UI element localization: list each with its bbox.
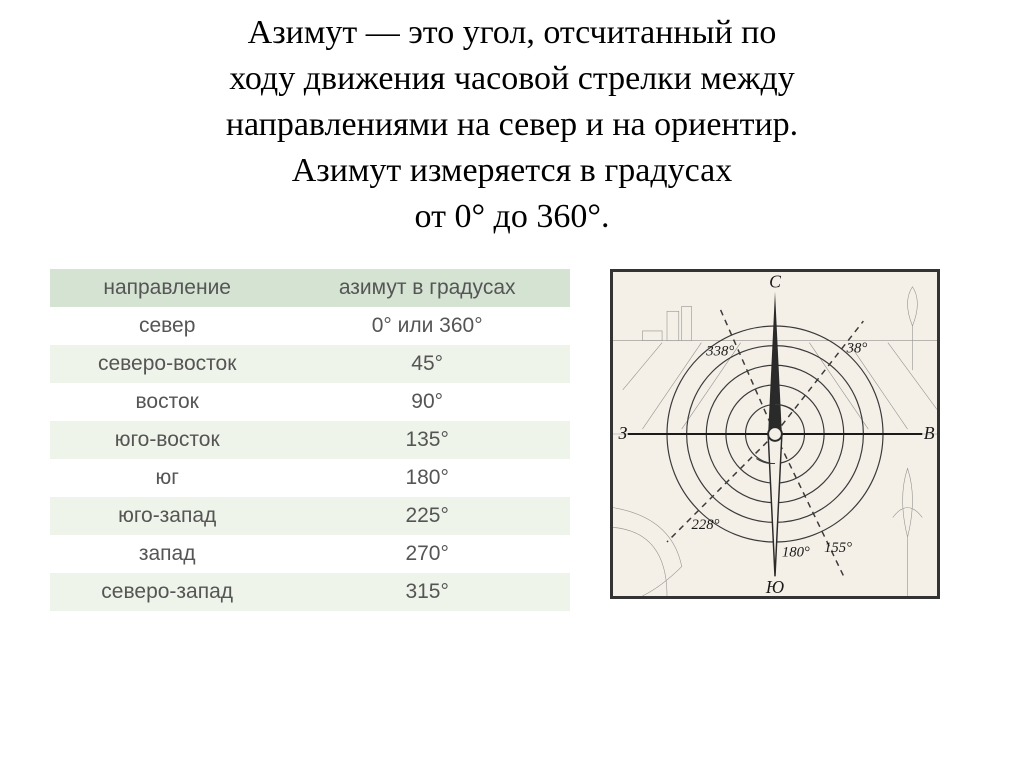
cell-degrees: 90° bbox=[284, 383, 570, 421]
angle-label: 155° bbox=[824, 540, 852, 556]
title-block: Азимут — это угол, отсчитанный по ходу д… bbox=[30, 10, 994, 239]
header-direction: направление bbox=[50, 269, 284, 307]
azimuth-table: направление азимут в градусах север 0° и… bbox=[50, 269, 570, 611]
cardinal-n-label: С bbox=[769, 272, 781, 292]
table-row: северо-запад 315° bbox=[50, 573, 570, 611]
table-row: север 0° или 360° bbox=[50, 307, 570, 345]
table-row: юго-запад 225° bbox=[50, 497, 570, 535]
title-line: от 0° до 360°. bbox=[30, 194, 994, 240]
title-line: ходу движения часовой стрелки между bbox=[30, 56, 994, 102]
cell-direction: север bbox=[50, 307, 284, 345]
cell-direction: восток bbox=[50, 383, 284, 421]
cell-direction: юг bbox=[50, 459, 284, 497]
cell-direction: северо-восток bbox=[50, 345, 284, 383]
cardinal-s-label: Ю bbox=[765, 578, 784, 597]
cell-degrees: 270° bbox=[284, 535, 570, 573]
cell-degrees: 45° bbox=[284, 345, 570, 383]
table-header-row: направление азимут в градусах bbox=[50, 269, 570, 307]
table-row: запад 270° bbox=[50, 535, 570, 573]
angle-label: 338° bbox=[705, 344, 734, 360]
compass-illustration: С Ю В З 38° 155° 180° 228° 338° bbox=[610, 269, 940, 599]
table-row: юг 180° bbox=[50, 459, 570, 497]
title-line: направлениями на север и на ориентир. bbox=[30, 102, 994, 148]
table-row: юго-восток 135° bbox=[50, 421, 570, 459]
cell-degrees: 0° или 360° bbox=[284, 307, 570, 345]
title-line: Азимут — это угол, отсчитанный по bbox=[30, 10, 994, 56]
angle-label: 180° bbox=[782, 545, 810, 561]
cell-degrees: 135° bbox=[284, 421, 570, 459]
table-row: северо-восток 45° bbox=[50, 345, 570, 383]
angle-label: 228° bbox=[692, 518, 720, 534]
cell-degrees: 315° bbox=[284, 573, 570, 611]
cell-degrees: 180° bbox=[284, 459, 570, 497]
cell-direction: юго-восток bbox=[50, 421, 284, 459]
title-line: Азимут измеряется в градусах bbox=[30, 148, 994, 194]
header-degrees: азимут в градусах bbox=[284, 269, 570, 307]
table-row: восток 90° bbox=[50, 383, 570, 421]
cell-direction: запад bbox=[50, 535, 284, 573]
cardinal-e-label: В bbox=[924, 423, 935, 443]
content-row: направление азимут в градусах север 0° и… bbox=[30, 269, 994, 611]
cell-degrees: 225° bbox=[284, 497, 570, 535]
cell-direction: юго-запад bbox=[50, 497, 284, 535]
angle-label: 38° bbox=[846, 341, 868, 357]
cardinal-w-label: З bbox=[618, 423, 627, 443]
cell-direction: северо-запад bbox=[50, 573, 284, 611]
